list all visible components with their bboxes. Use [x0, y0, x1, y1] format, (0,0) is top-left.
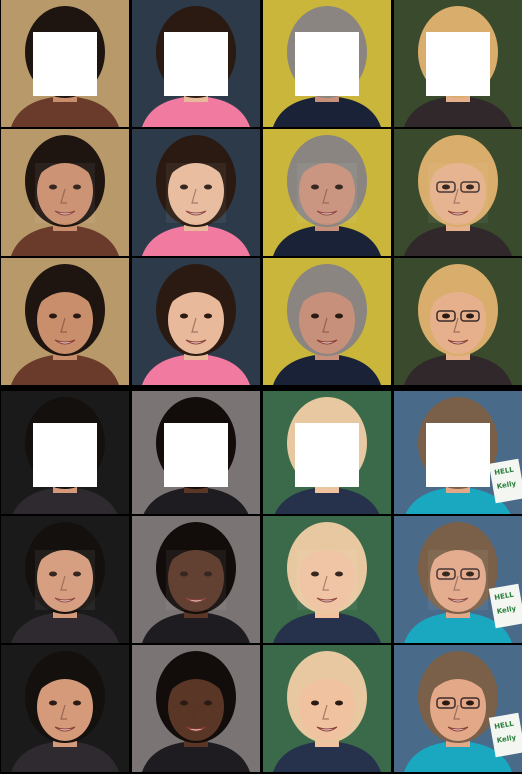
face-photo [132, 258, 260, 385]
grid-cell-inpainted-result [132, 129, 260, 256]
grid-cell-inpainted-result: HELL Kelly [394, 516, 522, 643]
badge-line1: HELL [494, 466, 515, 477]
face-photo: HELL Kelly [394, 516, 522, 643]
badge-line1: HELL [494, 591, 515, 602]
mask-square [426, 32, 490, 96]
face-photo [132, 645, 260, 772]
face-photo [394, 129, 522, 256]
grid-cell-inpainted-result [1, 129, 129, 256]
grid-cell-original [132, 258, 260, 385]
grid-cell-masked-input [1, 391, 129, 514]
grid-cell-masked-input [394, 0, 522, 127]
face-photo [263, 645, 391, 772]
mask-square [295, 32, 359, 96]
grid-cell-original [263, 645, 391, 772]
grid-cell-masked-input [132, 391, 260, 514]
mask-square [164, 423, 228, 487]
grid-cell-masked-input [132, 0, 260, 127]
mask-square [164, 32, 228, 96]
grid-cell-masked-input [263, 391, 391, 514]
face-photo [263, 129, 391, 256]
face-photo [1, 129, 129, 256]
badge-line2: Kelly [496, 733, 517, 744]
face-photo: HELL Kelly [394, 645, 522, 772]
grid-cell-original [1, 258, 129, 385]
grid-cell-masked-input [1, 0, 129, 127]
grid-cell-masked-input: HELL Kelly [394, 391, 522, 514]
badge-line2: Kelly [496, 479, 517, 490]
face-photo [132, 516, 260, 643]
face-photo [263, 258, 391, 385]
grid-cell-original [1, 645, 129, 772]
face-photo [394, 258, 522, 385]
mask-square [295, 423, 359, 487]
grid-cell-masked-input [263, 0, 391, 127]
grid-cell-original [132, 645, 260, 772]
mask-square [33, 423, 97, 487]
face-photo [132, 129, 260, 256]
grid-cell-inpainted-result [1, 516, 129, 643]
grid-cell-inpainted-result [132, 516, 260, 643]
grid-cell-inpainted-result [263, 129, 391, 256]
grid-cell-inpainted-result [263, 516, 391, 643]
grid-cell-original [394, 258, 522, 385]
grid-cell-original [263, 258, 391, 385]
face-photo [263, 516, 391, 643]
mask-square [426, 423, 490, 487]
face-photo [1, 645, 129, 772]
badge-line1: HELL [494, 720, 515, 731]
face-photo [1, 258, 129, 385]
mask-square [33, 32, 97, 96]
badge-line2: Kelly [496, 604, 517, 615]
grid-cell-inpainted-result [394, 129, 522, 256]
face-photo [1, 516, 129, 643]
grid-cell-original: HELL Kelly [394, 645, 522, 772]
